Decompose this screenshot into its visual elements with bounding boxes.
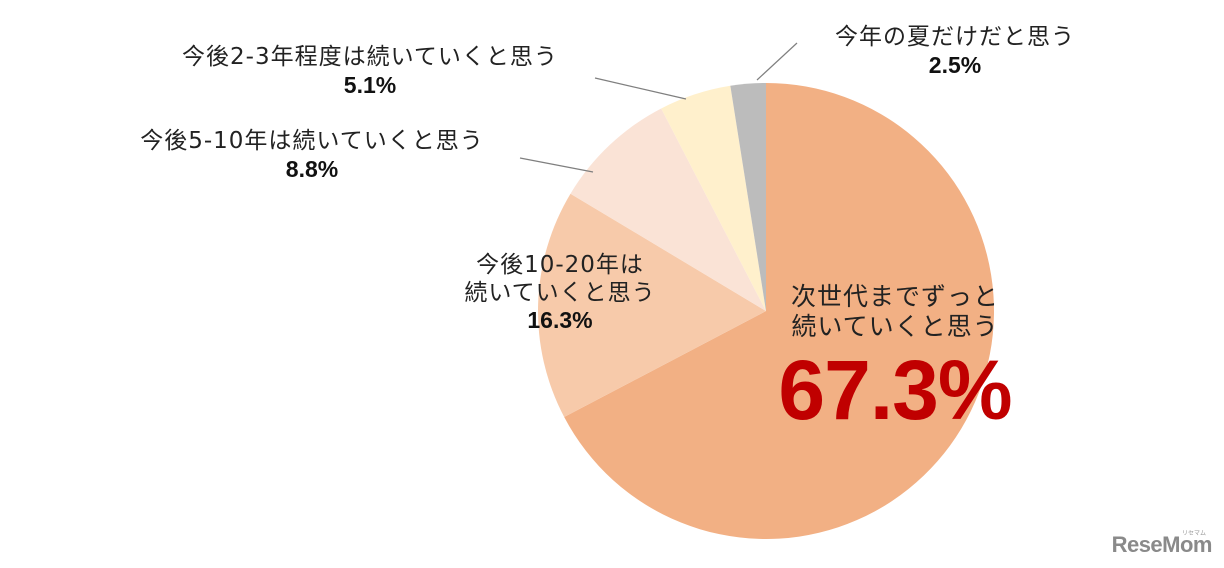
label-next-generation-line2: 続いていくと思う	[791, 312, 999, 341]
label-next-generation-pct: 67.3%	[778, 343, 1012, 437]
pie-slices	[538, 83, 994, 539]
label-10-20-years-pct: 16.3%	[527, 307, 593, 334]
label-2-3-years-pct: 5.1%	[343, 71, 397, 98]
logo-text: ReseMom	[1111, 532, 1213, 557]
label-5-10-years-name: 今後5-10年は続いていくと思う	[140, 128, 484, 154]
leader-line-summer	[756, 42, 798, 81]
pie-slice-1	[538, 193, 766, 418]
label-summer: 今年の夏だけだと思う 2.5%	[815, 24, 1095, 79]
label-next-generation: 次世代までずっと 続いていくと思う 67.3%	[770, 282, 1020, 432]
label-10-20-years-line1: 今後10-20年は	[476, 252, 644, 278]
pie-slice-4	[730, 83, 766, 311]
label-10-20-years-line2: 続いていくと思う	[464, 279, 656, 306]
leader-line-2-3	[594, 77, 687, 100]
resemom-logo: ReseMom リセマム	[1111, 531, 1213, 558]
pie-slice-0	[564, 83, 994, 539]
pie-slice-3	[661, 85, 766, 311]
leader-lines	[519, 42, 798, 173]
label-2-3-years: 今後2-3年程度は続いていくと思う 5.1%	[150, 44, 590, 99]
label-summer-name: 今年の夏だけだと思う	[835, 24, 1075, 50]
label-next-generation-line1: 次世代までずっと	[790, 282, 999, 311]
label-5-10-years-pct: 8.8%	[285, 155, 339, 182]
label-summer-pct: 2.5%	[928, 51, 982, 78]
label-2-3-years-name: 今後2-3年程度は続いていくと思う	[182, 44, 558, 70]
label-10-20-years: 今後10-20年は 続いていくと思う 16.3%	[440, 252, 680, 335]
pie-slice-2	[570, 108, 766, 312]
logo-subtext: リセマム	[1181, 531, 1206, 537]
leader-line-5-10	[519, 157, 594, 173]
label-5-10-years: 今後5-10年は続いていくと思う 8.8%	[112, 128, 512, 183]
